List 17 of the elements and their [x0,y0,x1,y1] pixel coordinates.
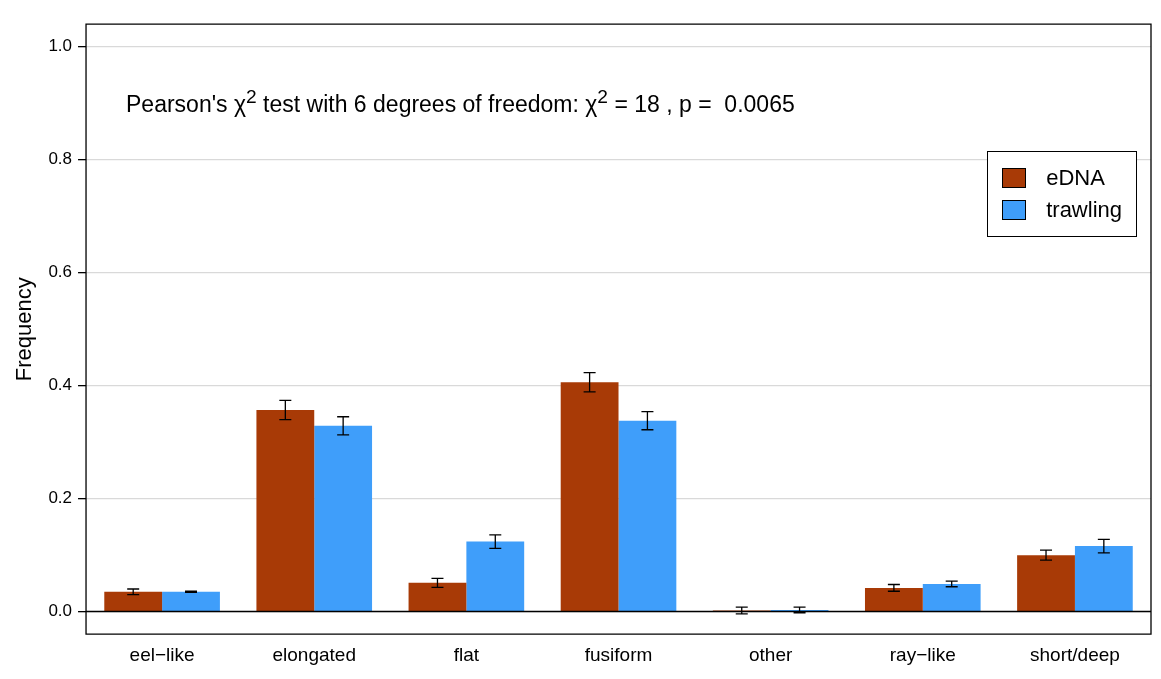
x-tick-label: short/deep [1030,643,1120,665]
y-tick-label: 0.0 [48,601,73,621]
y-axis-title: Frequency [11,277,37,382]
x-tick-label: other [749,643,793,665]
annotation: Pearson's χ$^{2}$ test with 6 degrees of freedom: χ$^{2}$ = 18 , p = 0.0065 [126,86,795,118]
y-tick-label: 1.0 [48,36,73,56]
y-tick-label: 0.4 [48,375,73,395]
y-tick-label: 0.8 [48,149,73,169]
x-tick-label: ray−like [889,643,956,665]
x-tick-label: fusiform [584,643,653,665]
x-tick-label: eel−like [129,643,195,665]
x-tick-label: elongated [272,643,356,665]
legend-label: eDNA [1046,165,1105,192]
y-tick-label: 0.6 [48,262,73,282]
x-tick-label: flat [453,643,480,665]
legend-label: trawling [1046,197,1122,224]
y-tick-label: 0.2 [48,488,73,508]
